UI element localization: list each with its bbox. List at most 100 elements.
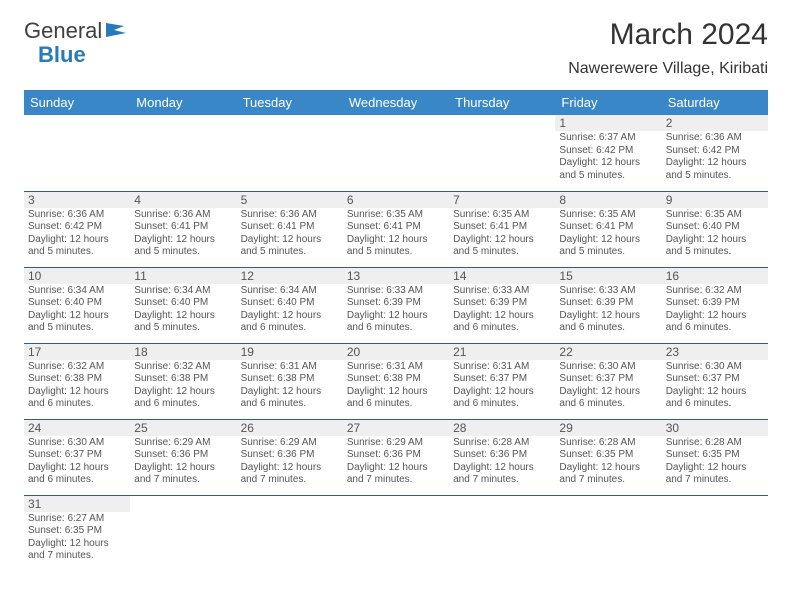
day-details: Sunrise: 6:31 AMSunset: 6:37 PMDaylight:… — [449, 360, 555, 413]
logo-text-1: General — [24, 18, 102, 44]
day-number: 26 — [237, 420, 343, 436]
day-number: 1 — [555, 115, 661, 131]
day-number: 24 — [24, 420, 130, 436]
calendar-cell: 23Sunrise: 6:30 AMSunset: 6:37 PMDayligh… — [662, 343, 768, 419]
calendar-cell: 3Sunrise: 6:36 AMSunset: 6:42 PMDaylight… — [24, 191, 130, 267]
weekday-header: Tuesday — [237, 90, 343, 115]
calendar-cell — [237, 115, 343, 191]
calendar-cell: 30Sunrise: 6:28 AMSunset: 6:35 PMDayligh… — [662, 419, 768, 495]
calendar-cell: 16Sunrise: 6:32 AMSunset: 6:39 PMDayligh… — [662, 267, 768, 343]
day-number: 19 — [237, 344, 343, 360]
calendar-cell: 17Sunrise: 6:32 AMSunset: 6:38 PMDayligh… — [24, 343, 130, 419]
calendar-cell — [343, 495, 449, 571]
day-number: 23 — [662, 344, 768, 360]
day-details: Sunrise: 6:35 AMSunset: 6:41 PMDaylight:… — [449, 208, 555, 261]
calendar-cell: 12Sunrise: 6:34 AMSunset: 6:40 PMDayligh… — [237, 267, 343, 343]
calendar-cell: 28Sunrise: 6:28 AMSunset: 6:36 PMDayligh… — [449, 419, 555, 495]
day-details: Sunrise: 6:29 AMSunset: 6:36 PMDaylight:… — [237, 436, 343, 489]
calendar-cell — [130, 495, 236, 571]
logo: General — [24, 18, 130, 44]
calendar-cell — [449, 495, 555, 571]
day-number: 3 — [24, 192, 130, 208]
calendar-cell — [24, 115, 130, 191]
calendar-cell — [555, 495, 661, 571]
day-number: 7 — [449, 192, 555, 208]
day-number: 2 — [662, 115, 768, 131]
day-number: 14 — [449, 268, 555, 284]
calendar-cell: 24Sunrise: 6:30 AMSunset: 6:37 PMDayligh… — [24, 419, 130, 495]
calendar-cell — [130, 115, 236, 191]
day-details: Sunrise: 6:34 AMSunset: 6:40 PMDaylight:… — [130, 284, 236, 337]
weekday-header: Saturday — [662, 90, 768, 115]
calendar-row: 17Sunrise: 6:32 AMSunset: 6:38 PMDayligh… — [24, 343, 768, 419]
weekday-header: Monday — [130, 90, 236, 115]
calendar-cell: 8Sunrise: 6:35 AMSunset: 6:41 PMDaylight… — [555, 191, 661, 267]
day-details: Sunrise: 6:32 AMSunset: 6:39 PMDaylight:… — [662, 284, 768, 337]
calendar-cell: 25Sunrise: 6:29 AMSunset: 6:36 PMDayligh… — [130, 419, 236, 495]
day-details: Sunrise: 6:33 AMSunset: 6:39 PMDaylight:… — [343, 284, 449, 337]
day-details: Sunrise: 6:30 AMSunset: 6:37 PMDaylight:… — [662, 360, 768, 413]
calendar-cell: 2Sunrise: 6:36 AMSunset: 6:42 PMDaylight… — [662, 115, 768, 191]
day-details: Sunrise: 6:29 AMSunset: 6:36 PMDaylight:… — [130, 436, 236, 489]
day-details: Sunrise: 6:33 AMSunset: 6:39 PMDaylight:… — [449, 284, 555, 337]
location: Nawerewere Village, Kiribati — [568, 60, 768, 78]
calendar-cell: 6Sunrise: 6:35 AMSunset: 6:41 PMDaylight… — [343, 191, 449, 267]
day-details: Sunrise: 6:36 AMSunset: 6:41 PMDaylight:… — [130, 208, 236, 261]
calendar-cell: 27Sunrise: 6:29 AMSunset: 6:36 PMDayligh… — [343, 419, 449, 495]
calendar-table: SundayMondayTuesdayWednesdayThursdayFrid… — [24, 90, 768, 571]
calendar-cell: 26Sunrise: 6:29 AMSunset: 6:36 PMDayligh… — [237, 419, 343, 495]
calendar-cell: 5Sunrise: 6:36 AMSunset: 6:41 PMDaylight… — [237, 191, 343, 267]
weekday-header-row: SundayMondayTuesdayWednesdayThursdayFrid… — [24, 90, 768, 115]
day-number: 12 — [237, 268, 343, 284]
day-number: 4 — [130, 192, 236, 208]
calendar-row: 1Sunrise: 6:37 AMSunset: 6:42 PMDaylight… — [24, 115, 768, 191]
calendar-cell — [662, 495, 768, 571]
logo-text-2: Blue — [38, 42, 86, 68]
day-number: 15 — [555, 268, 661, 284]
day-number: 9 — [662, 192, 768, 208]
day-details: Sunrise: 6:28 AMSunset: 6:35 PMDaylight:… — [662, 436, 768, 489]
calendar-cell: 14Sunrise: 6:33 AMSunset: 6:39 PMDayligh… — [449, 267, 555, 343]
weekday-header: Sunday — [24, 90, 130, 115]
day-details: Sunrise: 6:32 AMSunset: 6:38 PMDaylight:… — [130, 360, 236, 413]
day-number: 10 — [24, 268, 130, 284]
day-details: Sunrise: 6:28 AMSunset: 6:35 PMDaylight:… — [555, 436, 661, 489]
day-details: Sunrise: 6:36 AMSunset: 6:42 PMDaylight:… — [24, 208, 130, 261]
day-number: 13 — [343, 268, 449, 284]
day-details: Sunrise: 6:28 AMSunset: 6:36 PMDaylight:… — [449, 436, 555, 489]
day-details: Sunrise: 6:31 AMSunset: 6:38 PMDaylight:… — [237, 360, 343, 413]
calendar-cell: 15Sunrise: 6:33 AMSunset: 6:39 PMDayligh… — [555, 267, 661, 343]
day-number: 22 — [555, 344, 661, 360]
calendar-body: 1Sunrise: 6:37 AMSunset: 6:42 PMDaylight… — [24, 115, 768, 571]
day-details: Sunrise: 6:32 AMSunset: 6:38 PMDaylight:… — [24, 360, 130, 413]
day-number: 25 — [130, 420, 236, 436]
weekday-header: Thursday — [449, 90, 555, 115]
day-details: Sunrise: 6:31 AMSunset: 6:38 PMDaylight:… — [343, 360, 449, 413]
calendar-cell: 7Sunrise: 6:35 AMSunset: 6:41 PMDaylight… — [449, 191, 555, 267]
calendar-cell: 21Sunrise: 6:31 AMSunset: 6:37 PMDayligh… — [449, 343, 555, 419]
day-number: 20 — [343, 344, 449, 360]
calendar-cell: 18Sunrise: 6:32 AMSunset: 6:38 PMDayligh… — [130, 343, 236, 419]
day-number: 27 — [343, 420, 449, 436]
page-header: General March 2024 Nawerewere Village, K… — [0, 0, 792, 82]
day-details: Sunrise: 6:30 AMSunset: 6:37 PMDaylight:… — [555, 360, 661, 413]
day-details: Sunrise: 6:30 AMSunset: 6:37 PMDaylight:… — [24, 436, 130, 489]
day-details: Sunrise: 6:34 AMSunset: 6:40 PMDaylight:… — [237, 284, 343, 337]
day-details: Sunrise: 6:27 AMSunset: 6:35 PMDaylight:… — [24, 512, 130, 565]
logo-flag-icon — [106, 23, 128, 39]
calendar-row: 31Sunrise: 6:27 AMSunset: 6:35 PMDayligh… — [24, 495, 768, 571]
calendar-cell: 31Sunrise: 6:27 AMSunset: 6:35 PMDayligh… — [24, 495, 130, 571]
calendar-cell: 10Sunrise: 6:34 AMSunset: 6:40 PMDayligh… — [24, 267, 130, 343]
weekday-header: Wednesday — [343, 90, 449, 115]
calendar-cell — [449, 115, 555, 191]
calendar-row: 24Sunrise: 6:30 AMSunset: 6:37 PMDayligh… — [24, 419, 768, 495]
day-number: 18 — [130, 344, 236, 360]
day-number: 5 — [237, 192, 343, 208]
day-details: Sunrise: 6:36 AMSunset: 6:41 PMDaylight:… — [237, 208, 343, 261]
day-details: Sunrise: 6:37 AMSunset: 6:42 PMDaylight:… — [555, 131, 661, 184]
day-number: 30 — [662, 420, 768, 436]
day-number: 29 — [555, 420, 661, 436]
calendar-cell — [343, 115, 449, 191]
calendar-cell — [237, 495, 343, 571]
day-details: Sunrise: 6:36 AMSunset: 6:42 PMDaylight:… — [662, 131, 768, 184]
